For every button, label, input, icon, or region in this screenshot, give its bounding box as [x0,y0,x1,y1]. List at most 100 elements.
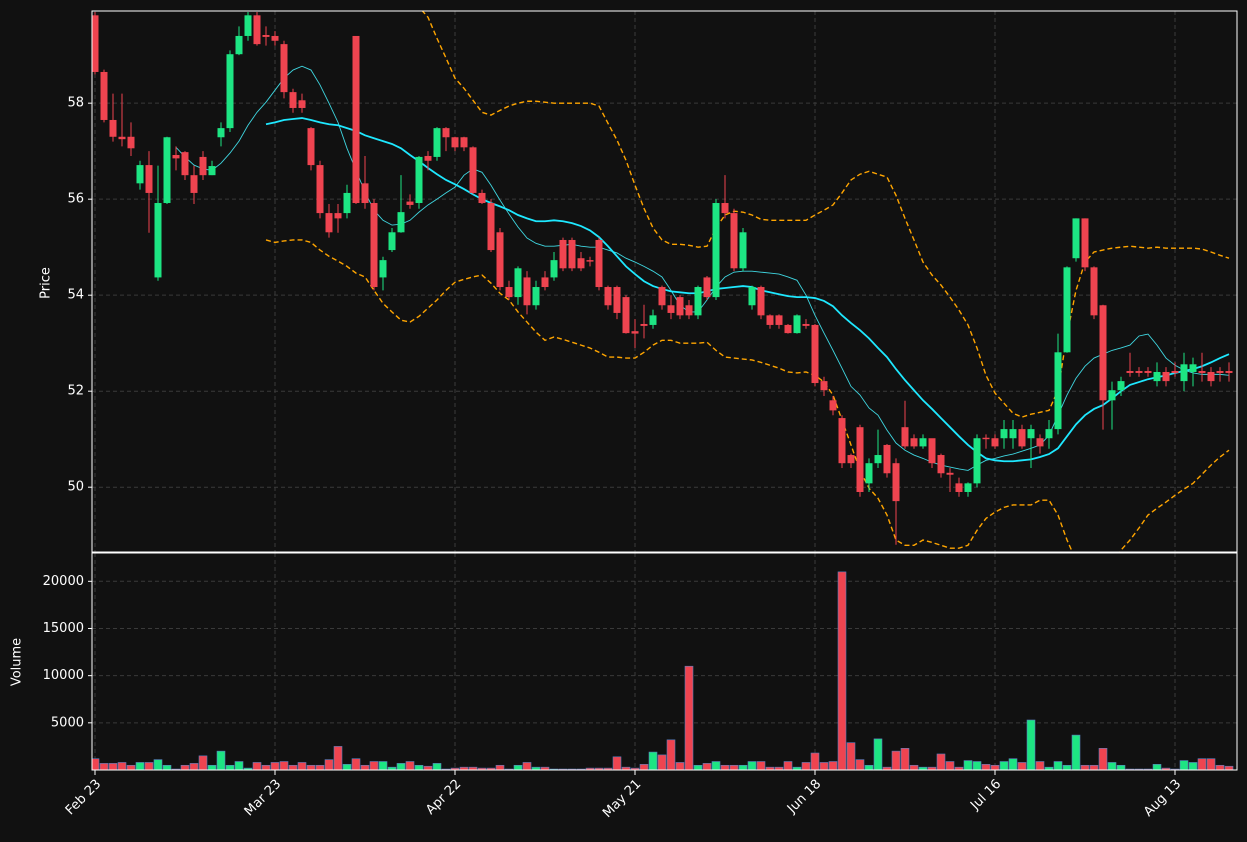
y-tick-label: 52 [67,384,84,399]
candle-body [928,438,936,464]
volume-bar [216,750,226,770]
candle-body [343,192,351,214]
candle-body [577,258,585,269]
volume-bar [846,742,856,770]
volume-bar [666,739,676,770]
candle-body [271,35,279,41]
candle-body [874,455,882,464]
y-tick-label: 58 [67,96,84,111]
candle-body [1000,429,1008,439]
volume-bar [729,764,739,770]
candle-body [847,455,855,464]
candle-body [982,437,990,440]
y-tick-label: 56 [67,192,84,207]
volume-bar [801,762,811,770]
volume-bar [315,764,325,770]
candle-body [541,277,549,288]
volume-bar [1215,764,1225,770]
volume-bar [99,763,109,770]
candle-body [325,213,333,233]
volume-bar [819,762,829,770]
candle-body [433,128,441,157]
candle-body [919,438,927,447]
volume-bar [747,761,757,770]
candle-body [631,331,639,334]
volume-bar [981,764,991,770]
candle-body [1072,218,1080,259]
candle-body [244,15,252,36]
candle-body [307,128,315,166]
candle-body [370,203,378,288]
candle-body [1099,305,1107,401]
candle-body [352,35,360,204]
candle-body [424,155,432,161]
candle-body [118,136,126,140]
volume-bar [1179,760,1189,770]
candle-body [991,438,999,447]
volume-bar [1017,762,1027,770]
volume-bar [144,762,154,770]
volume-bar [999,761,1009,770]
volume-bar [1026,719,1036,770]
volume-bar [306,764,316,770]
candle-body [397,212,405,233]
candle-body [712,203,720,298]
volume-bar [252,762,262,770]
candle-body [757,287,765,316]
volume-bar [495,764,505,770]
volume-bar [297,762,307,770]
volume-bar [378,761,388,770]
volume-bar [1152,764,1162,770]
candle-body [388,232,396,251]
candle-body [595,239,603,288]
indicator-line [175,65,1230,471]
candle-body [1027,429,1035,439]
volume-bar [837,571,847,770]
candle-body [775,315,783,325]
candle-body [1009,429,1017,439]
candle-body [172,155,180,159]
volume-bar [207,764,217,770]
candle-body [280,44,288,93]
candle-body [685,305,693,316]
candle-body [703,277,711,298]
volume-bar [234,761,244,770]
y-tick-label: 54 [67,288,84,303]
volume-bar [1206,758,1216,770]
volume-bar [261,764,271,770]
candle-body [865,463,873,484]
candle-body [613,287,621,313]
volume-bar [909,764,919,770]
candle-body [217,128,225,138]
volume-bar [189,763,199,770]
volume-bar [963,760,973,770]
candle-body [1063,267,1071,353]
volume-bar [414,764,424,770]
volume-bar [351,758,361,770]
candle-body [505,287,513,298]
candle-body [154,203,162,278]
volume-bar [1062,764,1072,770]
candle-body [1162,371,1170,382]
volume-bar [405,761,415,770]
candle-body [145,165,153,193]
volume-frame [91,552,1238,771]
candle-body [802,323,810,326]
volume-bar [360,764,370,770]
candle-body [964,483,972,492]
candle-body [379,260,387,278]
candle-body [955,483,963,492]
candle-body [910,438,918,447]
volume-bar [279,761,289,770]
volume-bar [1116,764,1126,770]
volume-bar [639,764,649,770]
candle-body [451,137,459,148]
indicator-line [265,239,1230,552]
candle-body [1207,371,1215,382]
volume-bar [423,765,433,770]
volume-bar [1035,761,1045,770]
volume-bar [1098,747,1108,770]
candle-body [1036,438,1044,447]
volume-bar [342,764,352,770]
